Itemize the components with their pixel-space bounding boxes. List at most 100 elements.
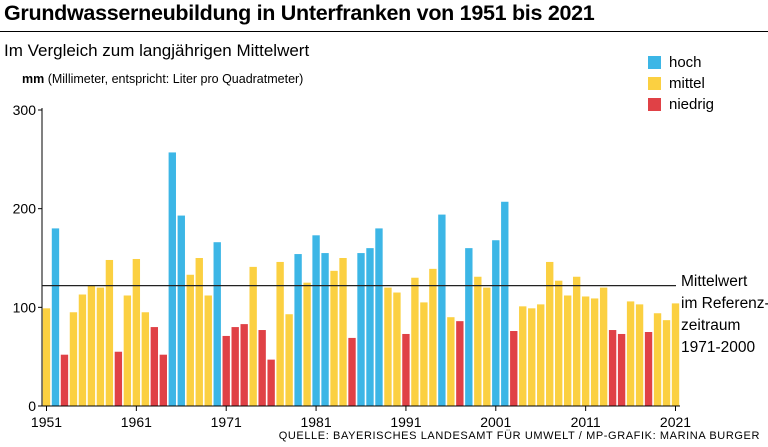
x-tick-label-2011: 2011 <box>571 414 601 430</box>
bar-1987 <box>366 248 374 406</box>
bar-1999 <box>474 276 482 406</box>
bar-2017 <box>635 304 644 406</box>
unit-long: (Millimeter, entspricht: Liter pro Quadr… <box>44 72 304 86</box>
bar-1993 <box>420 302 428 406</box>
bar-1955 <box>78 294 87 406</box>
y-tick-label-100: 100 <box>13 299 37 315</box>
bar-1982 <box>321 253 329 406</box>
bar-1983 <box>330 270 338 406</box>
bar-1956 <box>87 285 96 406</box>
title-rule <box>0 31 768 32</box>
bar-1960 <box>123 295 132 406</box>
bar-1965 <box>168 152 176 406</box>
bar-2000 <box>483 287 491 406</box>
bar-2013 <box>599 287 608 406</box>
bar-1953 <box>60 354 69 406</box>
bar-1996 <box>447 317 455 406</box>
bar-1957 <box>96 287 105 406</box>
bar-1980 <box>303 282 311 406</box>
x-tick-label-1971: 1971 <box>211 414 242 430</box>
bar-1979 <box>294 254 302 406</box>
bar-1986 <box>357 253 365 406</box>
bar-1967 <box>186 274 194 406</box>
bar-1961 <box>132 258 141 406</box>
bar-1991 <box>402 333 410 406</box>
bar-2008 <box>555 280 563 406</box>
bar-2018 <box>644 332 653 406</box>
bar-2011 <box>581 296 590 406</box>
bar-1971 <box>222 335 230 406</box>
bar-2007 <box>546 261 554 406</box>
reference-label-line-2: im Referenz- <box>681 295 768 312</box>
bar-1954 <box>69 312 78 406</box>
x-tick-label-1961: 1961 <box>121 414 152 430</box>
bar-1970 <box>213 242 221 406</box>
bar-2012 <box>590 298 599 406</box>
bar-2002 <box>501 201 509 406</box>
bar-1994 <box>429 268 437 406</box>
bar-1972 <box>231 327 239 406</box>
bar-1963 <box>150 327 159 406</box>
bar-1975 <box>258 330 266 406</box>
reference-label-line-4: 1971-2000 <box>681 339 756 356</box>
bar-1966 <box>177 215 185 406</box>
legend: hoch mittel niedrig <box>648 52 714 115</box>
bar-1973 <box>240 324 248 406</box>
bar-2016 <box>626 301 635 406</box>
bar-1990 <box>393 292 401 406</box>
bar-1968 <box>195 258 203 406</box>
bar-1964 <box>159 354 167 406</box>
bar-2006 <box>537 304 545 406</box>
bar-1976 <box>267 359 275 406</box>
bar-1988 <box>375 228 383 406</box>
source-credit: QUELLE: BAYERISCHES LANDESAMT FÜR UMWELT… <box>278 430 760 442</box>
bar-1985 <box>348 337 356 406</box>
legend-swatch-hoch <box>648 56 661 69</box>
legend-item-hoch: hoch <box>648 52 714 73</box>
bar-1952 <box>51 228 60 406</box>
bar-2009 <box>563 295 572 406</box>
chart-subtitle: Im Vergleich zum langjährigen Mittelwert <box>4 41 310 60</box>
y-tick-label-300: 300 <box>13 102 37 118</box>
bar-2021 <box>671 303 680 406</box>
bar-2020 <box>662 320 671 406</box>
bar-1969 <box>204 295 212 406</box>
legend-swatch-niedrig <box>648 98 661 111</box>
bar-1959 <box>114 351 123 406</box>
reference-line-label: Mittelwert im Referenz- zeitraum 1971-20… <box>681 271 768 359</box>
bar-1984 <box>339 258 347 406</box>
y-tick-label-0: 0 <box>28 398 36 414</box>
legend-label-mittel: mittel <box>669 75 705 92</box>
legend-item-niedrig: niedrig <box>648 94 714 115</box>
bar-2005 <box>528 308 536 406</box>
bar-1962 <box>141 312 150 406</box>
bar-1978 <box>285 314 293 406</box>
unit-label: mm (Millimeter, entspricht: Liter pro Qu… <box>22 72 303 86</box>
chart-title: Grundwasserneubildung in Unterfranken vo… <box>4 1 595 25</box>
x-tick-label-1981: 1981 <box>300 414 331 430</box>
bar-2003 <box>510 331 518 406</box>
bar-2010 <box>572 276 581 406</box>
reference-label-line-1: Mittelwert <box>681 273 748 290</box>
reference-label-line-3: zeitraum <box>681 317 741 334</box>
bar-1981 <box>312 235 320 406</box>
x-tick-label-1991: 1991 <box>390 414 421 430</box>
x-tick-label-1951: 1951 <box>31 414 62 430</box>
legend-swatch-mittel <box>648 77 661 90</box>
bar-2014 <box>608 330 617 406</box>
bar-1974 <box>249 266 257 406</box>
legend-item-mittel: mittel <box>648 73 714 94</box>
bar-1995 <box>438 214 446 406</box>
x-tick-label-2021: 2021 <box>660 414 691 430</box>
bar-2019 <box>653 313 662 406</box>
bar-2001 <box>492 240 500 406</box>
bar-2004 <box>519 306 527 406</box>
bar-2015 <box>617 333 626 406</box>
x-tick-label-2001: 2001 <box>480 414 511 430</box>
bar-1989 <box>384 287 392 406</box>
bar-1992 <box>411 277 419 406</box>
bar-1951 <box>42 308 51 406</box>
bar-1977 <box>276 261 284 406</box>
bar-1998 <box>465 248 473 406</box>
